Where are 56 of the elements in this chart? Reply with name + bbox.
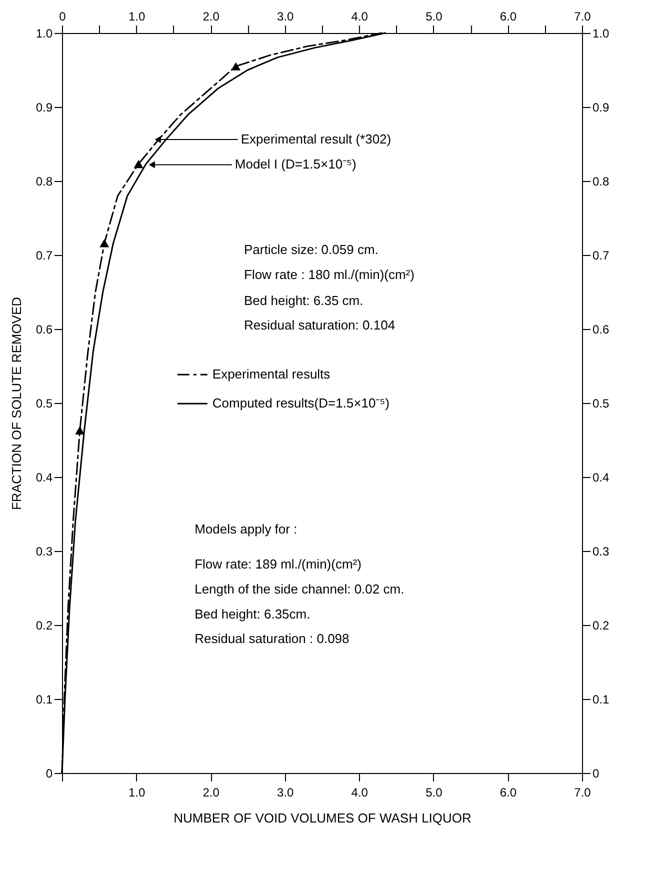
x-tick-label: 3.0 (277, 786, 294, 800)
annotation: Length of the side channel: 0.02 cm. (194, 581, 404, 596)
y2-tick-label: 0.5 (592, 396, 610, 410)
point (75, 426, 85, 434)
annotation: Flow rate: 189 ml./(min)(cm²) (194, 556, 362, 572)
x2-tick-label: 4.0 (351, 10, 368, 24)
annotation: Residual saturation : 0.098 (194, 631, 350, 646)
point (231, 62, 241, 70)
x2-tick-label: 7.0 (574, 10, 592, 24)
x2-tick-label: 1.0 (128, 10, 146, 24)
y-tick-label: 0.9 (36, 100, 53, 114)
x-tick-label: 4.0 (351, 786, 368, 800)
y2-tick-label: 1.0 (592, 26, 610, 40)
point (100, 239, 110, 248)
y2-tick-label: 0.9 (592, 100, 610, 114)
legend-label: Experimental results (212, 366, 331, 382)
y-tick-label: 1.0 (36, 26, 53, 40)
x2-tick-label: 3.0 (277, 10, 294, 24)
y2-tick-label: 0.8 (592, 174, 610, 188)
annotation: Flow rate : 180 ml./(min)(cm²) (244, 266, 414, 282)
y2-tick-label: 0.1 (592, 692, 610, 706)
y-tick-label: 0.5 (36, 396, 53, 410)
y-tick-label: 0.2 (36, 618, 53, 632)
x2-tick-label: 5.0 (426, 10, 443, 24)
y-axis-title: FRACTION OF SOLUTE REMOVED (8, 296, 24, 510)
annotation: Models apply for : (194, 522, 298, 537)
x-tick-label: 2.0 (202, 786, 220, 800)
y-tick-label: 0.7 (36, 248, 53, 262)
x-tick-label: 5.0 (426, 786, 443, 800)
annotation: Model I (D=1.5×10⁻⁵) (234, 156, 356, 172)
x-tick-label: 7.0 (574, 786, 592, 800)
y-tick-label: 0.4 (36, 470, 53, 484)
y2-tick-label: 0.3 (592, 544, 610, 558)
y2-tick-label: 0.7 (592, 248, 610, 262)
y2-tick-label: 0 (592, 766, 600, 780)
annotation: Bed height: 6.35cm. (194, 606, 310, 622)
y-tick-label: 0.3 (36, 544, 53, 558)
point (134, 160, 144, 168)
y-tick-label: 0.6 (36, 322, 53, 336)
annotation: Experimental result (*302) (240, 132, 392, 147)
x-tick-label: 6.0 (500, 786, 517, 800)
legend-label: Computed results(D=1.5×10⁻⁵) (212, 396, 390, 411)
annotation: Particle size: 0.059 cm. (244, 242, 378, 257)
y-tick-label: 0.1 (36, 692, 53, 706)
annotation: Residual saturation: 0.104 (244, 317, 396, 332)
y2-tick-label: 0.4 (592, 470, 610, 484)
annotation: Bed height: 6.35 cm. (244, 292, 364, 308)
x-axis-title: NUMBER OF VOID VOLUMES OF WASH LIQUOR (174, 810, 472, 826)
x2-tick-label: 2.0 (202, 10, 220, 24)
y-tick-label: 0 (46, 766, 53, 780)
x2-tick-label: 0 (59, 10, 66, 24)
y-tick-label: 0.8 (36, 174, 53, 188)
y2-tick-label: 0.2 (592, 618, 610, 632)
x2-tick-label: 6.0 (500, 10, 517, 24)
x-tick-label: 1.0 (128, 786, 146, 800)
y2-tick-label: 0.6 (592, 322, 610, 336)
